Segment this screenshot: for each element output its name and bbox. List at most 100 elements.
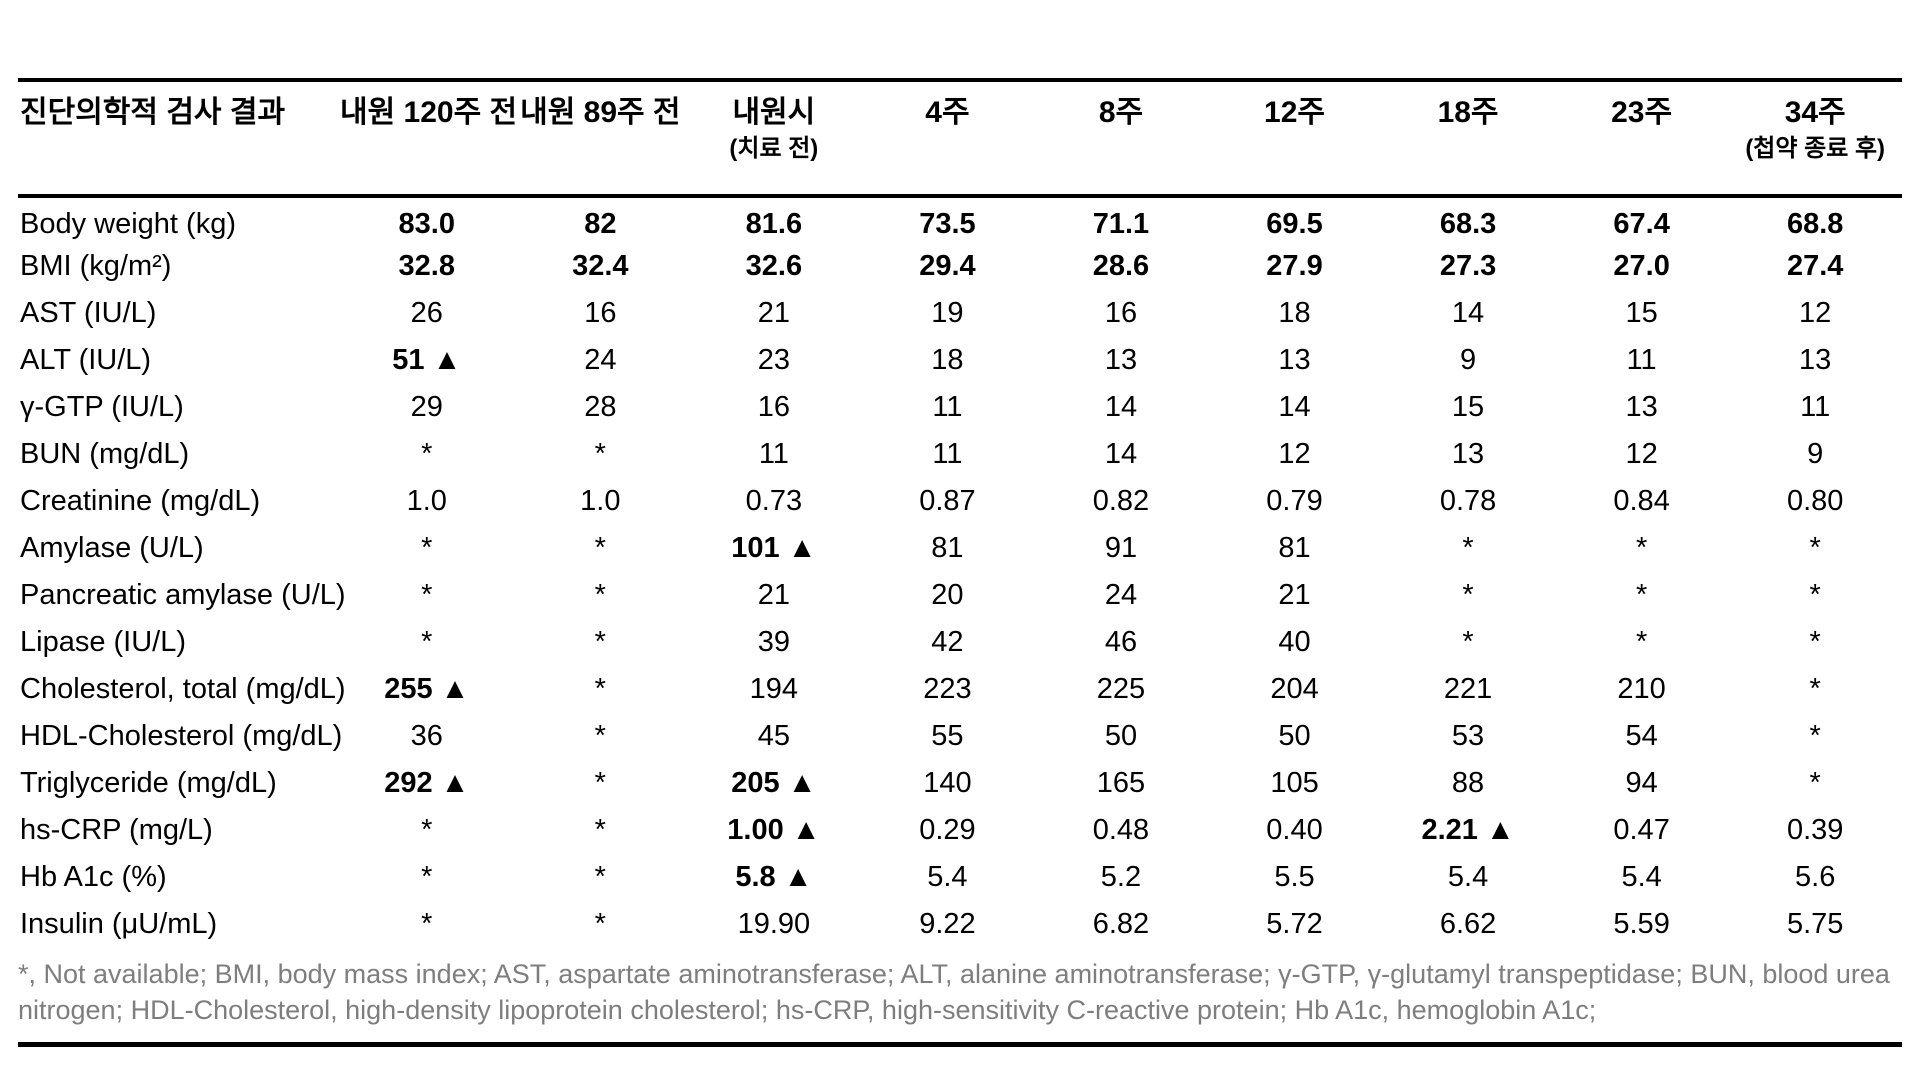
value-cell: 0.48 xyxy=(1092,814,1150,846)
value-cell: 69.5 xyxy=(1266,208,1323,240)
value-cell: 101 ▲ xyxy=(731,532,817,564)
table-body: Body weight (kg) 83.0 82 81.6 73.5 71.1 69.5 68… xyxy=(18,196,1902,948)
table-row: γ-GTP (IU/L) 29 28 16 11 14 14 15 13 11 xyxy=(18,384,1902,431)
value-cell: * xyxy=(594,579,606,611)
table-row: Triglyceride (mg/dL) 292 ▲ * 205 ▲ 140 165 105… xyxy=(18,760,1902,807)
value-cell: 94 xyxy=(1625,767,1658,799)
value-cell: 36 xyxy=(410,720,443,752)
value-cell: 12 xyxy=(1799,297,1832,329)
row-label: AST (IU/L) xyxy=(20,297,157,329)
value-cell: 0.39 xyxy=(1786,814,1844,846)
value-cell: 81 xyxy=(1278,532,1311,564)
value-cell: 221 xyxy=(1443,673,1493,705)
value-cell: 24 xyxy=(1104,579,1138,611)
value-cell: 205 ▲ xyxy=(731,767,817,799)
value-cell: 15 xyxy=(1451,391,1485,423)
value-cell: * xyxy=(594,767,606,799)
row-label: BUN (mg/dL) xyxy=(20,438,190,470)
value-cell: * xyxy=(1809,767,1821,799)
table-row: ALT (IU/L) 51 ▲ 24 23 18 13 13 9 11 13 xyxy=(18,337,1902,384)
lab-results-figure: 진단의학적 검사 결과 내원 120주 전 내원 89주 전 내원시 (치료 전) 4주 8… xyxy=(18,78,1902,1047)
value-cell: 29 xyxy=(410,391,443,423)
value-cell: 5.59 xyxy=(1613,908,1670,940)
value-cell: 53 xyxy=(1451,720,1485,752)
value-cell: 5.4 xyxy=(927,861,968,893)
value-cell: 11 xyxy=(932,391,963,423)
table-row: BUN (mg/dL) * * 11 11 14 12 13 12 9 xyxy=(18,431,1902,478)
value-cell: 225 xyxy=(1096,673,1146,705)
value-cell: 165 xyxy=(1096,767,1146,799)
value-cell: 20 xyxy=(931,579,964,611)
value-cell: * xyxy=(594,532,606,564)
value-cell: 9 xyxy=(1459,344,1477,376)
value-cell: 5.4 xyxy=(1447,861,1489,893)
header-cell-timepoint: 12주 xyxy=(1208,80,1382,196)
row-label: Cholesterol, total (mg/dL) xyxy=(20,673,346,705)
value-cell: 0.47 xyxy=(1613,814,1670,846)
value-cell: 11 xyxy=(1626,344,1657,376)
value-cell: * xyxy=(594,861,606,893)
row-label: Pancreatic amylase (U/L) xyxy=(20,579,346,611)
header-label: 내원 89주 전 xyxy=(520,96,681,129)
value-cell: 42 xyxy=(931,626,964,658)
value-cell: 5.8 ▲ xyxy=(735,861,813,893)
value-cell: * xyxy=(1635,532,1648,564)
value-cell: 13 xyxy=(1799,344,1832,376)
value-cell: * xyxy=(421,814,433,846)
header-cell-parameter: 진단의학적 검사 결과 xyxy=(18,80,340,196)
value-cell: 45 xyxy=(757,720,790,752)
row-label: Hb A1c (%) xyxy=(20,861,167,893)
row-label: Amylase (U/L) xyxy=(20,532,204,564)
value-cell: 51 ▲ xyxy=(392,344,462,376)
value-cell: 204 xyxy=(1270,673,1319,705)
value-cell: * xyxy=(1462,532,1474,564)
value-cell: 23 xyxy=(757,344,790,376)
header-label: 내원 120주 전 xyxy=(340,96,518,129)
value-cell: 13 xyxy=(1278,344,1311,376)
table-row: AST (IU/L) 26 16 21 19 16 18 14 15 12 xyxy=(18,290,1902,337)
row-label: Lipase (IU/L) xyxy=(20,626,187,658)
value-cell: * xyxy=(421,438,433,470)
value-cell: 29.4 xyxy=(919,250,976,282)
value-cell: 88 xyxy=(1451,767,1485,799)
value-cell: 6.82 xyxy=(1092,908,1150,940)
value-cell: 18 xyxy=(931,344,964,376)
value-cell: 68.8 xyxy=(1786,208,1844,240)
table-row: Insulin (μU/mL) * * 19.90 9.22 6.82 5.72 6.62 5.… xyxy=(18,901,1902,948)
value-cell: 0.87 xyxy=(919,485,976,517)
value-cell: 40 xyxy=(1278,626,1311,658)
header-label: 18주 xyxy=(1437,96,1499,129)
value-cell: 32.4 xyxy=(572,250,629,282)
value-cell: 6.62 xyxy=(1439,908,1497,940)
value-cell: 11 xyxy=(932,438,963,470)
header-cell-timepoint: 4주 xyxy=(861,80,1035,196)
table-row: Hb A1c (%) * * 5.8 ▲ 5.4 5.2 5.5 5.4 5.4 5.6 xyxy=(18,854,1902,901)
table-row: HDL-Cholesterol (mg/dL) 36 * 45 55 50 50 53 54 * xyxy=(18,713,1902,760)
header-cell-timepoint: 23주 xyxy=(1555,80,1729,196)
value-cell: * xyxy=(594,626,606,658)
value-cell: 292 ▲ xyxy=(384,767,470,799)
value-cell: 21 xyxy=(1278,579,1311,611)
value-cell: 14 xyxy=(1278,391,1311,423)
value-cell: 21 xyxy=(757,297,790,329)
value-cell: 28 xyxy=(584,391,617,423)
value-cell: 13 xyxy=(1451,438,1485,470)
table-row: BMI (kg/m²) 32.8 32.4 32.6 29.4 28.6 27.9 27.3 2… xyxy=(18,243,1902,290)
row-label: hs-CRP (mg/L) xyxy=(20,814,213,846)
value-cell: * xyxy=(1809,720,1821,752)
value-cell: 0.82 xyxy=(1092,485,1150,517)
value-cell: 140 xyxy=(923,767,972,799)
value-cell: 0.29 xyxy=(919,814,976,846)
value-cell: * xyxy=(421,626,433,658)
value-cell: 55 xyxy=(931,720,964,752)
value-cell: * xyxy=(1462,579,1474,611)
row-label: γ-GTP (IU/L) xyxy=(20,391,184,423)
header-label: 23주 xyxy=(1611,96,1673,129)
value-cell: 0.80 xyxy=(1786,485,1844,517)
row-label: Body weight (kg) xyxy=(20,208,236,240)
header-cell-timepoint: 18주 xyxy=(1381,80,1555,196)
value-cell: 255 ▲ xyxy=(384,673,470,705)
value-cell: * xyxy=(594,438,606,470)
table-row: Lipase (IU/L) * * 39 42 46 40 * * * xyxy=(18,619,1902,666)
value-cell: 5.2 xyxy=(1100,861,1142,893)
